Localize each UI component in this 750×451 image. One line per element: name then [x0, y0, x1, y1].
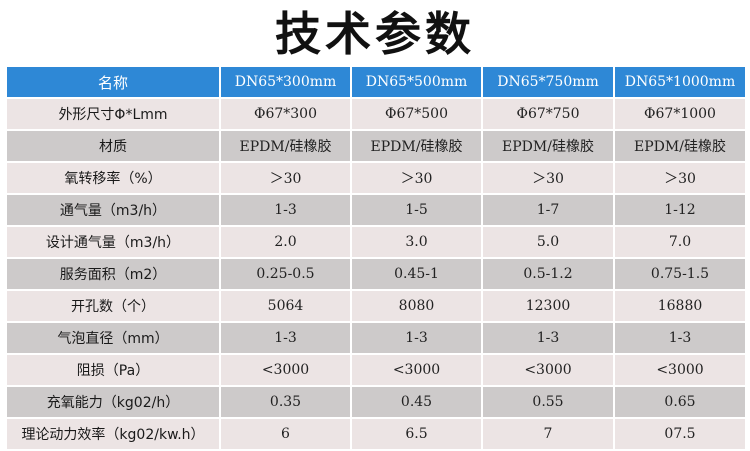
table-cell: EPDM/硅橡胶 — [613, 129, 747, 163]
table-row: 理论动力效率（kg02/kw.h） 6 6.5 7 07.5 — [5, 417, 747, 451]
table-cell: 0.25-0.5 — [219, 257, 352, 291]
row-label: 理论动力效率（kg02/kw.h） — [5, 417, 221, 451]
table-cell: 3.0 — [350, 225, 483, 259]
header-cell-model: DN65*500mm — [350, 65, 483, 99]
table-cell: 7.0 — [613, 225, 747, 259]
table-row: 气泡直径（mm） 1-3 1-3 1-3 1-3 — [5, 321, 747, 355]
table-row: 服务面积（m2） 0.25-0.5 0.45-1 0.5-1.2 0.75-1.… — [5, 257, 747, 291]
table-row: 阻损（Pa） <3000 <3000 <3000 <3000 — [5, 353, 747, 387]
table-cell: 16880 — [613, 289, 747, 323]
table-cell: 1-7 — [481, 193, 615, 227]
header-cell-model: DN65*750mm — [481, 65, 615, 99]
table-cell: 1-3 — [613, 321, 747, 355]
table-cell: 0.75-1.5 — [613, 257, 747, 291]
header-cell-model: DN65*300mm — [219, 65, 352, 99]
table-cell: 0.45-1 — [350, 257, 483, 291]
table-cell: ＞30 — [350, 161, 483, 195]
row-label: 充氧能力（kg02/h） — [5, 385, 221, 419]
spec-page: 技术参数 名称 DN65*300mm DN65*500mm DN65*750mm… — [5, 7, 747, 451]
table-row: 通气量（m3/h） 1-3 1-5 1-7 1-12 — [5, 193, 747, 227]
table-row: 氧转移率（%） ＞30 ＞30 ＞30 ＞30 — [5, 161, 747, 195]
row-label: 外形尺寸Φ*Lmm — [5, 97, 221, 131]
row-label: 设计通气量（m3/h） — [5, 225, 221, 259]
table-cell: 0.65 — [613, 385, 747, 419]
table-cell: 5064 — [219, 289, 352, 323]
page-title: 技术参数 — [275, 7, 475, 61]
table-cell: 07.5 — [613, 417, 747, 451]
row-label: 阻损（Pa） — [5, 353, 221, 387]
table-cell: Φ67*500 — [350, 97, 483, 131]
header-cell-model: DN65*1000mm — [613, 65, 747, 99]
row-label: 开孔数（个） — [5, 289, 221, 323]
table-cell: 12300 — [481, 289, 615, 323]
table-cell: <3000 — [350, 353, 483, 387]
table-row: 外形尺寸Φ*Lmm Φ67*300 Φ67*500 Φ67*750 Φ67*10… — [5, 97, 747, 131]
table-cell: 6.5 — [350, 417, 483, 451]
table-cell: ＞30 — [219, 161, 352, 195]
table-row: 材质 EPDM/硅橡胶 EPDM/硅橡胶 EPDM/硅橡胶 EPDM/硅橡胶 — [5, 129, 747, 163]
table-row: 开孔数（个） 5064 8080 12300 16880 — [5, 289, 747, 323]
table-cell: <3000 — [481, 353, 615, 387]
table-cell: 0.35 — [219, 385, 352, 419]
table-cell: 2.0 — [219, 225, 352, 259]
table-cell: ＞30 — [613, 161, 747, 195]
table-row: 设计通气量（m3/h） 2.0 3.0 5.0 7.0 — [5, 225, 747, 259]
table-cell: 0.5-1.2 — [481, 257, 615, 291]
row-label: 通气量（m3/h） — [5, 193, 221, 227]
table-cell: 7 — [481, 417, 615, 451]
table-cell: 0.45 — [350, 385, 483, 419]
table-cell: <3000 — [219, 353, 352, 387]
table-cell: Φ67*750 — [481, 97, 615, 131]
spec-table: 名称 DN65*300mm DN65*500mm DN65*750mm DN65… — [5, 65, 747, 451]
row-label: 氧转移率（%） — [5, 161, 221, 195]
table-cell: Φ67*300 — [219, 97, 352, 131]
table-cell: EPDM/硅橡胶 — [350, 129, 483, 163]
table-cell: 0.55 — [481, 385, 615, 419]
table-cell: Φ67*1000 — [613, 97, 747, 131]
table-cell: 1-3 — [219, 193, 352, 227]
table-cell: ＞30 — [481, 161, 615, 195]
table-row: 充氧能力（kg02/h） 0.35 0.45 0.55 0.65 — [5, 385, 747, 419]
row-label: 材质 — [5, 129, 221, 163]
table-cell: 1-3 — [219, 321, 352, 355]
table-header-row: 名称 DN65*300mm DN65*500mm DN65*750mm DN65… — [5, 65, 747, 99]
table-cell: 1-5 — [350, 193, 483, 227]
table-cell: EPDM/硅橡胶 — [481, 129, 615, 163]
row-label: 服务面积（m2） — [5, 257, 221, 291]
table-cell: 1-3 — [481, 321, 615, 355]
header-cell-name: 名称 — [5, 65, 221, 99]
row-label: 气泡直径（mm） — [5, 321, 221, 355]
table-cell: 6 — [219, 417, 352, 451]
table-cell: <3000 — [613, 353, 747, 387]
table-cell: 1-12 — [613, 193, 747, 227]
table-cell: EPDM/硅橡胶 — [219, 129, 352, 163]
table-cell: 1-3 — [350, 321, 483, 355]
table-cell: 5.0 — [481, 225, 615, 259]
table-cell: 8080 — [350, 289, 483, 323]
